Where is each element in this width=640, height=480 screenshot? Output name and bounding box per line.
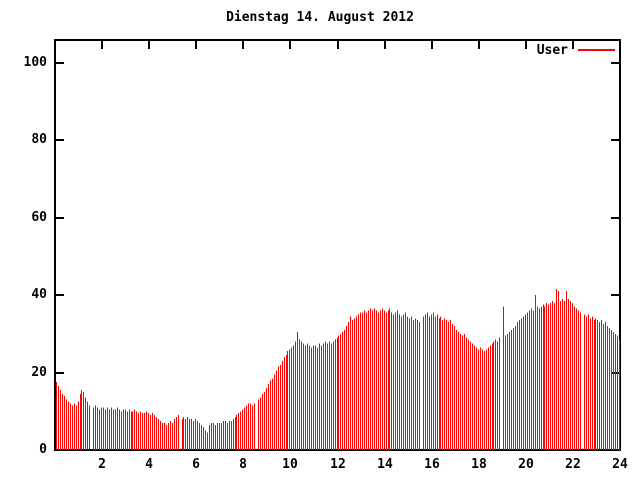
chart-ticks [56,41,621,451]
y-axis-label-60: 60 [31,210,47,225]
y-axis-label-100: 100 [23,55,47,70]
y-axis-label-0: 0 [39,442,47,457]
x-axis-label-6: 6 [192,457,200,472]
chart-title: Dienstag 14. August 2012 [226,10,414,25]
x-axis-label-22: 22 [565,457,581,472]
x-axis-label-12: 12 [330,457,346,472]
x-axis-label-24: 24 [612,457,628,472]
y-axis-label-40: 40 [31,287,47,302]
x-axis-label-14: 14 [377,457,393,472]
legend-label-user: User [536,43,568,58]
y-axis-label-80: 80 [31,132,47,147]
x-axis-label-20: 20 [518,457,534,472]
x-axis-label-10: 10 [282,457,298,472]
x-axis-label-16: 16 [424,457,440,472]
x-axis-label-18: 18 [471,457,487,472]
user-series [56,289,620,450]
x-axis-label-4: 4 [145,457,153,472]
y-axis-label-20: 20 [31,365,47,380]
x-axis-label-8: 8 [239,457,247,472]
legend-line-sample [578,49,615,51]
x-axis-label-2: 2 [98,457,106,472]
